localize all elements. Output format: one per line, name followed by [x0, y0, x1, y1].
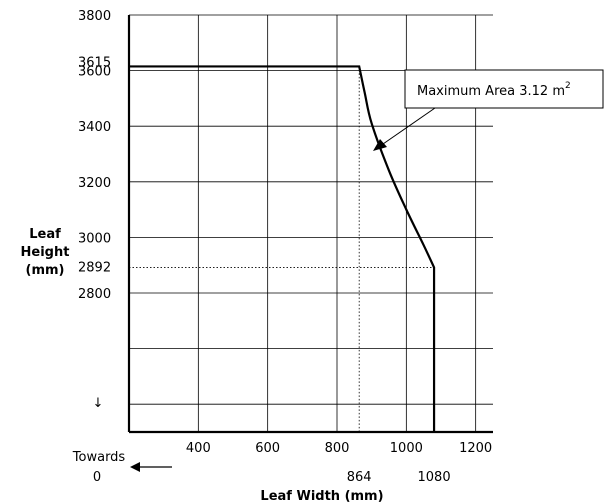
y-tick-label-3400: 3400	[78, 120, 111, 135]
y-tick-label-2800: 2800	[78, 287, 111, 302]
x-axis-title: Leaf Width (mm)	[260, 489, 383, 504]
reference-lines	[129, 66, 435, 432]
x-tick-labels: 400 600 800 1000 1200 864 1080	[186, 441, 492, 485]
annotation-arrowhead-icon	[373, 139, 387, 151]
towards-zero-value: 0	[93, 470, 101, 485]
y-axis-title-line-1: Leaf	[29, 227, 61, 242]
y-reference-label-2892: 2892	[78, 260, 111, 275]
x-tick-label-600: 600	[255, 441, 280, 456]
y-tick-label-3000: 3000	[78, 231, 111, 246]
annotation-label: Maximum Area 3.12 m2	[417, 81, 571, 99]
towards-zero-label: Towards	[72, 450, 126, 465]
x-tick-label-1000: 1000	[390, 441, 423, 456]
y-tick-label-3600: 3600	[78, 65, 111, 80]
x-reference-label-1080: 1080	[418, 470, 451, 485]
annotation-leader-line	[382, 107, 436, 145]
x-reference-label-864: 864	[347, 470, 372, 485]
y-axis-title-line-2: Height	[21, 245, 70, 260]
axes	[127, 15, 493, 434]
left-arrow-icon	[130, 462, 140, 472]
x-tick-label-1200: 1200	[459, 441, 492, 456]
annotation-box	[404, 69, 604, 109]
x-tick-label-800: 800	[325, 441, 350, 456]
x-tick-label-400: 400	[186, 441, 211, 456]
y-tick-label-3200: 3200	[78, 176, 111, 191]
y-axis-title-line-3: (mm)	[26, 263, 65, 278]
down-arrow-icon: ↓	[93, 396, 104, 411]
y-reference-label-3615: 3615	[78, 55, 111, 70]
y-tick-labels: 2800 3000 3200 3400 3600 3800 3615 2892	[78, 9, 111, 302]
y-tick-label-3800: 3800	[78, 9, 111, 24]
max-leaf-size-curve	[129, 65, 436, 432]
series-layer	[129, 65, 436, 432]
